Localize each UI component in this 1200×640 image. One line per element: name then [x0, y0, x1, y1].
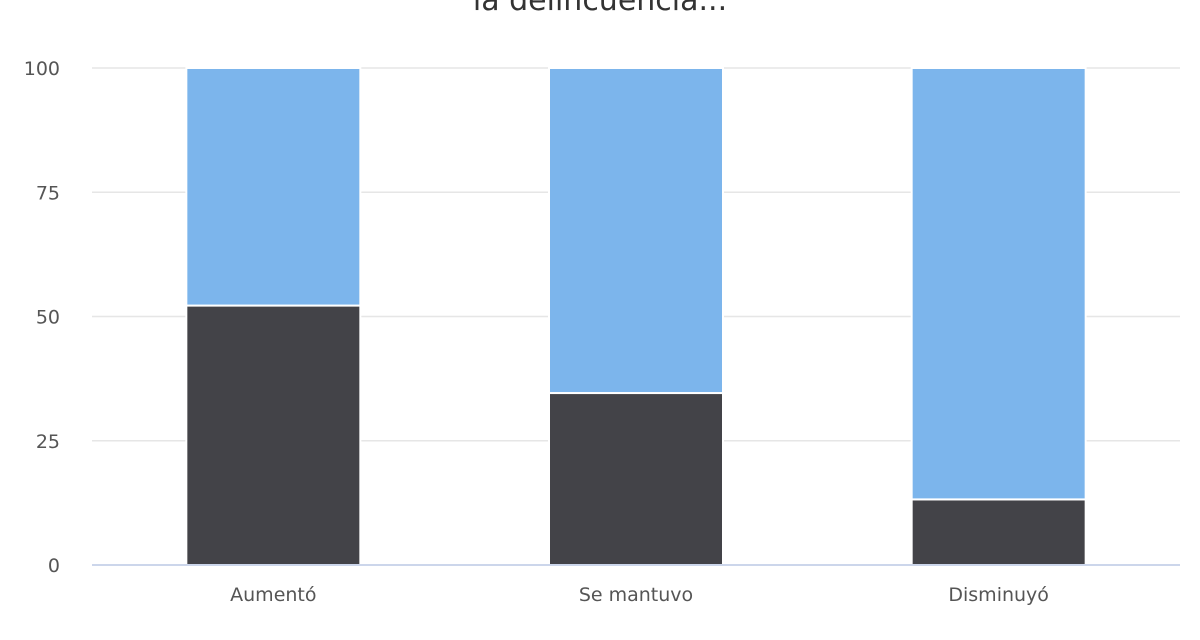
x-axis-labels: Aumentó Se mantuvo Disminuyó	[230, 584, 1049, 606]
x-tick-label-1: Aumentó	[230, 584, 316, 606]
x-tick-label-3: Disminuyó	[948, 584, 1049, 606]
x-tick-label-2: Se mantuvo	[579, 584, 693, 606]
bar-2-2[interactable]	[548, 67, 724, 395]
y-tick-label-50: 50	[36, 307, 60, 329]
y-tick-label-100: 100	[24, 58, 60, 80]
bar-2-3[interactable]	[910, 67, 1087, 501]
bars	[185, 67, 1087, 566]
y-tick-label-25: 25	[36, 431, 60, 453]
bar-1-1[interactable]	[185, 304, 362, 566]
y-tick-label-75: 75	[36, 182, 60, 204]
y-axis-ticks: 0 25 50 75 100	[24, 58, 60, 577]
y-tick-label-0: 0	[48, 555, 60, 577]
bar-1-2[interactable]	[548, 392, 724, 566]
bar-1-3[interactable]	[910, 498, 1087, 566]
chart-title: la delincuencia...	[473, 0, 727, 18]
bar-2-1[interactable]	[185, 67, 362, 307]
